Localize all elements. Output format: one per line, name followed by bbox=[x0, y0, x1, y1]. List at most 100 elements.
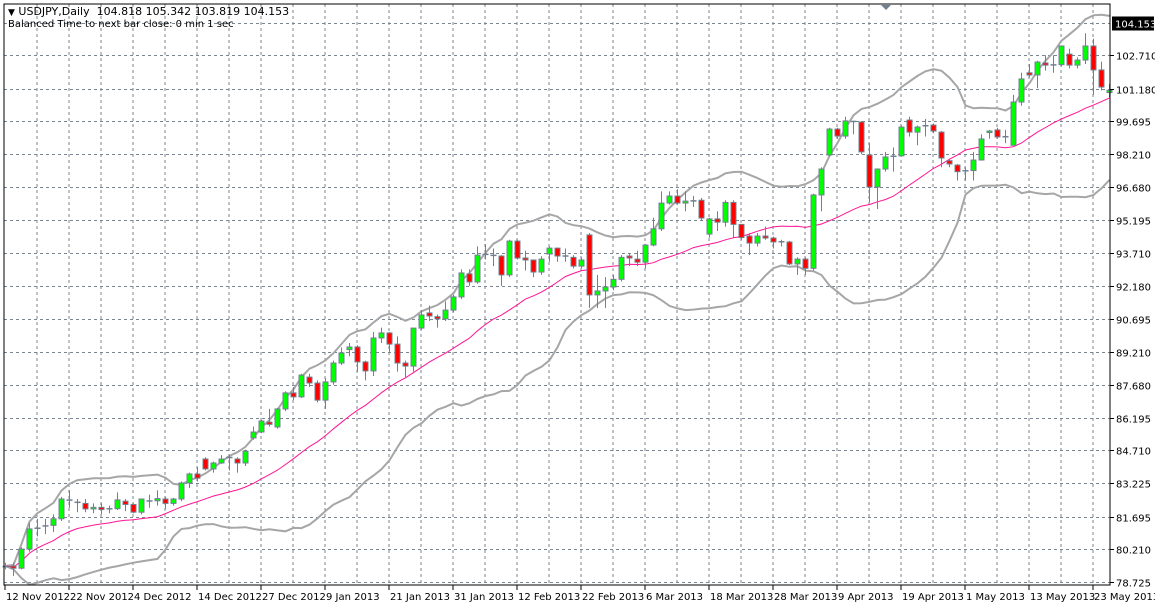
candle bbox=[650, 217, 657, 247]
candle-body bbox=[458, 272, 465, 298]
candle bbox=[106, 505, 113, 514]
candle bbox=[266, 408, 273, 427]
candle bbox=[162, 496, 169, 509]
candle bbox=[874, 168, 881, 210]
candle-body bbox=[1010, 101, 1017, 146]
candle bbox=[498, 255, 505, 286]
candle bbox=[362, 360, 369, 381]
candle bbox=[338, 347, 345, 365]
candle-body bbox=[402, 362, 409, 367]
candle-body bbox=[986, 130, 993, 134]
candle bbox=[226, 455, 233, 471]
candle-body bbox=[386, 332, 393, 345]
candle bbox=[1042, 55, 1049, 71]
y-tick-label: 92.180 bbox=[1116, 283, 1151, 294]
candle-body bbox=[266, 421, 273, 425]
candle bbox=[386, 332, 393, 352]
candle bbox=[1002, 129, 1009, 144]
x-tick-label: 4 Dec 2012 bbox=[134, 592, 192, 603]
candle bbox=[882, 151, 889, 172]
candle bbox=[274, 407, 281, 429]
candle bbox=[114, 492, 121, 510]
candle bbox=[418, 310, 425, 330]
x-tick-label: 21 Jan 2013 bbox=[390, 592, 450, 603]
candle-body bbox=[634, 258, 641, 263]
y-tick-label: 87.680 bbox=[1116, 382, 1151, 393]
candle-body bbox=[874, 168, 881, 188]
candle-body bbox=[234, 458, 241, 464]
x-tick-label: 13 May 2013 bbox=[1030, 592, 1095, 603]
candle bbox=[306, 373, 313, 387]
candle-body bbox=[186, 473, 193, 484]
candle-body bbox=[666, 195, 673, 204]
candle bbox=[402, 360, 409, 379]
candle-body bbox=[714, 218, 721, 223]
candle-body bbox=[122, 500, 129, 506]
x-tick-label: 19 Apr 2013 bbox=[902, 592, 964, 603]
candle bbox=[1010, 94, 1017, 146]
candle-body bbox=[898, 126, 905, 157]
candle-body bbox=[514, 240, 521, 259]
candle-body bbox=[202, 458, 209, 470]
candle-body bbox=[794, 258, 801, 265]
x-tick-label: 22 Feb 2013 bbox=[582, 592, 644, 603]
y-tick-label: 93.710 bbox=[1116, 250, 1151, 261]
candle bbox=[1066, 48, 1073, 69]
candle-body bbox=[290, 392, 297, 398]
candle bbox=[738, 223, 745, 240]
candle-body bbox=[330, 362, 337, 383]
candle bbox=[146, 494, 153, 508]
y-tick-label: 90.695 bbox=[1116, 316, 1151, 327]
x-tick-label: 18 Mar 2013 bbox=[710, 592, 773, 603]
y-tick-label: 78.725 bbox=[1116, 579, 1151, 590]
candle bbox=[746, 233, 753, 256]
candle-body bbox=[50, 518, 57, 526]
candle bbox=[346, 343, 353, 357]
candle bbox=[98, 503, 105, 515]
triangle-down-icon[interactable]: ▼ bbox=[8, 8, 15, 18]
candle-body bbox=[978, 138, 985, 161]
candle-body bbox=[658, 202, 665, 230]
candle-body bbox=[946, 160, 953, 165]
candle-body bbox=[626, 255, 633, 259]
candle-body bbox=[10, 565, 17, 569]
candle-body bbox=[210, 462, 217, 470]
candle-body bbox=[58, 498, 65, 520]
x-tick-label: 31 Jan 2013 bbox=[454, 592, 514, 603]
candle bbox=[258, 419, 265, 434]
candle bbox=[442, 301, 449, 322]
candle-body bbox=[866, 154, 873, 188]
candle-body bbox=[1090, 45, 1097, 71]
candle bbox=[178, 481, 185, 502]
candle bbox=[634, 250, 641, 267]
candle-body bbox=[786, 241, 793, 265]
candle bbox=[602, 277, 609, 308]
candle bbox=[1058, 45, 1065, 67]
y-tick-label: 102.710 bbox=[1116, 52, 1155, 63]
candle-body bbox=[578, 259, 585, 267]
chart-shift-marker-icon[interactable] bbox=[881, 5, 891, 10]
candle-body bbox=[450, 296, 457, 311]
x-tick-label: 12 Feb 2013 bbox=[518, 592, 580, 603]
candle bbox=[370, 332, 377, 376]
candle bbox=[682, 191, 689, 212]
candle bbox=[762, 226, 769, 240]
candle-body bbox=[826, 128, 833, 156]
candle-body bbox=[674, 195, 681, 204]
candle bbox=[1018, 72, 1025, 106]
y-tick-label: 98.210 bbox=[1116, 151, 1151, 162]
lower-band bbox=[5, 179, 1111, 586]
candle bbox=[58, 496, 65, 521]
candle bbox=[290, 386, 297, 401]
candle bbox=[730, 200, 737, 238]
y-tick-label: 101.180 bbox=[1116, 86, 1155, 97]
candle bbox=[786, 240, 793, 266]
candle-body bbox=[1074, 59, 1081, 66]
candle bbox=[1034, 60, 1041, 89]
candle-body bbox=[26, 528, 33, 550]
candle bbox=[546, 246, 553, 262]
candle bbox=[946, 158, 953, 168]
current-price-badge bbox=[1112, 16, 1154, 31]
y-tick-label: 95.195 bbox=[1116, 217, 1151, 228]
